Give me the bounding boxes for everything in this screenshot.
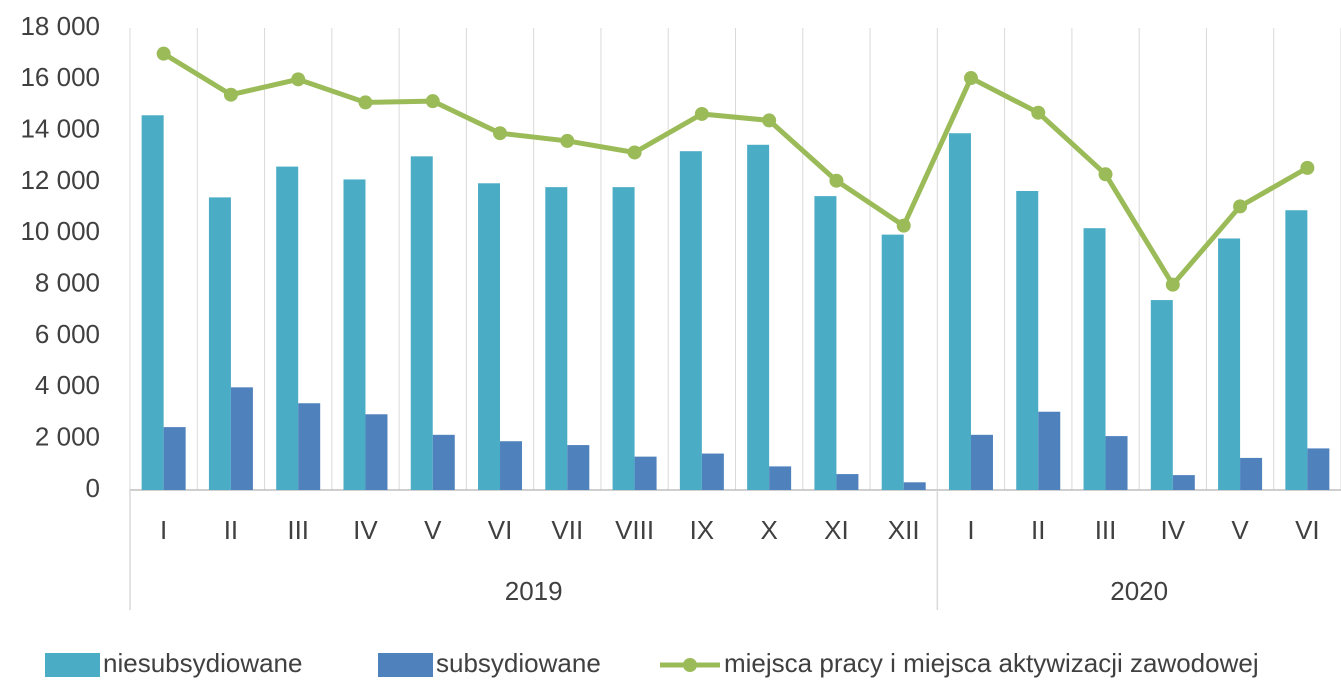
y-tick-label: 6 000 [35,319,100,349]
marker [493,126,508,141]
bar [679,151,702,490]
bar [701,453,724,490]
legend-label: niesubsydiowane [103,648,302,678]
bar [500,441,523,490]
bar [1083,228,1106,490]
bar [970,434,993,490]
x-tick-label: III [287,515,309,545]
group-label: 2020 [1110,576,1168,606]
marker [1031,105,1046,120]
bar [881,234,904,490]
bar [612,187,635,490]
bar [208,197,231,490]
marker [156,46,171,61]
bar [769,466,792,490]
y-tick-label: 14 000 [20,114,100,144]
legend-marker [683,658,697,672]
x-tick-label: V [424,515,442,545]
bar [298,403,321,490]
bar [903,482,926,490]
legend-swatch [45,653,100,677]
bar [1172,475,1195,490]
marker [963,71,978,86]
x-tick-label: VI [1295,515,1320,545]
x-tick-label: XII [888,515,920,545]
bar [141,115,164,491]
bar [1105,436,1128,490]
bar [634,456,657,490]
y-tick-label: 4 000 [35,370,100,400]
marker [1300,160,1315,175]
bar [163,427,186,490]
marker [762,113,777,128]
y-tick-label: 0 [86,473,100,503]
x-tick-label: VII [551,515,583,545]
bar [1038,411,1061,490]
group-label: 2019 [505,576,563,606]
x-tick-label: I [967,515,974,545]
x-tick-label: II [1031,515,1045,545]
bar [567,445,590,490]
marker [223,87,238,102]
bar [1016,190,1039,490]
bar [1150,300,1173,490]
y-tick-label: 12 000 [20,165,100,195]
bar [432,434,455,490]
marker [1233,199,1248,214]
x-tick-label: III [1095,515,1117,545]
x-tick-label: IX [690,515,715,545]
y-tick-label: 2 000 [35,422,100,452]
marker [291,72,306,87]
marker [694,106,709,121]
x-tick-label: I [160,515,167,545]
bar [343,179,366,490]
x-tick-label: VIII [615,515,654,545]
line [162,51,1309,288]
x-tick-label: II [224,515,238,545]
legend-label: miejsca pracy i miejsca aktywizacji zawo… [724,648,1259,678]
marker [560,133,575,148]
marker [627,145,642,160]
legend-swatch [378,653,433,677]
bar [478,183,501,491]
marker [1098,167,1113,182]
bar [365,414,388,490]
y-tick-label: 16 000 [20,62,100,92]
bar [1307,448,1330,490]
marker [425,94,440,109]
marker [1165,277,1180,292]
bar [814,196,837,490]
bar [410,156,433,491]
x-tick-label: XI [824,515,849,545]
bar [276,166,299,490]
y-tick-label: 8 000 [35,268,100,298]
x-tick-label: VI [488,515,513,545]
x-tick-label: V [1231,515,1249,545]
bar [545,187,568,490]
x-tick-label: IV [353,515,378,545]
bar [747,144,770,491]
bar [1240,457,1263,490]
legend-label: subsydiowane [436,648,601,678]
bar [948,133,971,490]
y-tick-label: 10 000 [20,216,100,246]
bar [1218,238,1241,490]
bar [1285,210,1308,490]
marker [829,173,844,188]
x-tick-label: IV [1161,515,1186,545]
y-tick-label: 18 000 [20,11,100,41]
bar [230,387,253,490]
x-tick-label: X [760,515,777,545]
marker [358,95,373,110]
bar [836,474,859,490]
marker [896,218,911,233]
